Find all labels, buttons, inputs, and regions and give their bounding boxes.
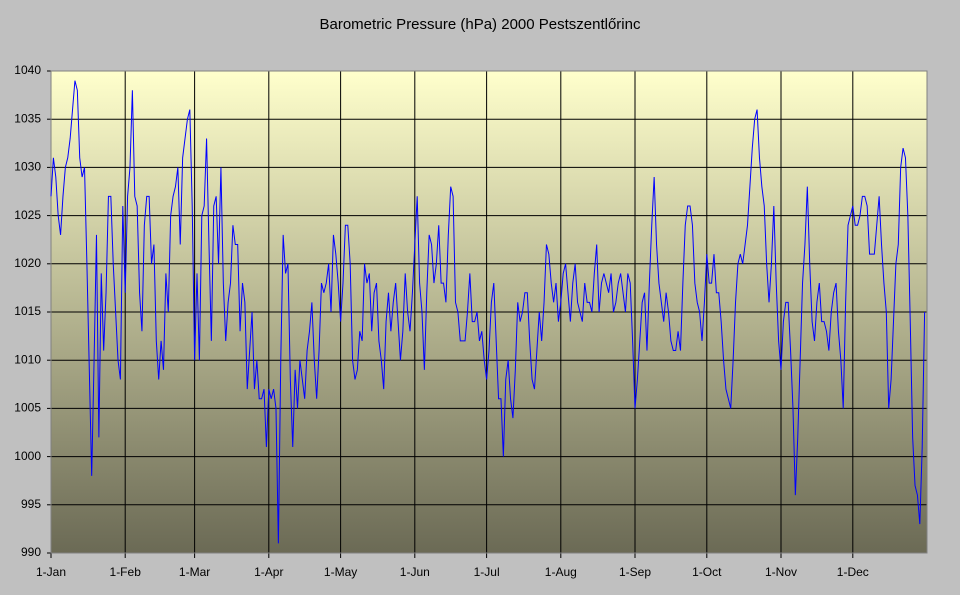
y-tick-label: 1005 bbox=[14, 401, 41, 415]
x-tick-label: 1-Mar bbox=[179, 565, 210, 579]
x-tick-label: 1-Jun bbox=[400, 565, 430, 579]
x-tick-label: 1-Oct bbox=[692, 565, 722, 579]
pressure-line bbox=[50, 80, 926, 544]
y-tick-label: 995 bbox=[21, 497, 41, 511]
y-tick-label: 990 bbox=[21, 545, 41, 559]
y-tick-label: 1035 bbox=[14, 111, 41, 125]
x-tick-label: 1-Sep bbox=[619, 565, 651, 579]
y-tick-label: 1010 bbox=[14, 352, 41, 366]
x-tick-label: 1-Apr bbox=[254, 565, 283, 579]
x-tick-label: 1-Aug bbox=[545, 565, 577, 579]
x-tick-label: 1-Jul bbox=[474, 565, 500, 579]
x-tick-label: 1-Dec bbox=[837, 565, 869, 579]
y-tick-label: 1015 bbox=[14, 304, 41, 318]
plot-border bbox=[50, 70, 928, 554]
x-tick-label: 1-May bbox=[324, 565, 357, 579]
y-tick-label: 1025 bbox=[14, 208, 41, 222]
x-tick-label: 1-Jan bbox=[36, 565, 66, 579]
y-tick-label: 1030 bbox=[14, 160, 41, 174]
x-tick-label: 1-Nov bbox=[765, 565, 797, 579]
y-tick-label: 1020 bbox=[14, 256, 41, 270]
y-tick-label: 1040 bbox=[14, 63, 41, 77]
chart-title: Barometric Pressure (hPa) 2000 Pestszent… bbox=[320, 16, 641, 33]
y-tick-label: 1000 bbox=[14, 449, 41, 463]
x-tick-label: 1-Feb bbox=[110, 565, 142, 579]
